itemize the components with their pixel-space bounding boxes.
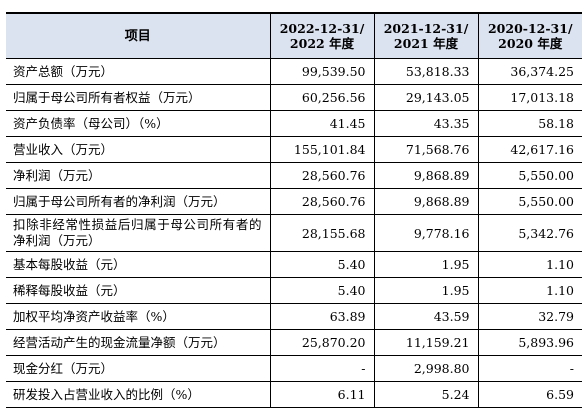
value-2022: 6.11 [269,381,374,408]
value-2020: 5,550.00 [477,188,582,215]
value-2020: 5,550.00 [477,162,582,189]
value-2021: 5.24 [373,381,478,408]
value-2021: 9,778.16 [373,214,478,252]
value-2022: 28,155.68 [269,214,374,252]
row-label: 营业收入（万元） [6,136,270,163]
row-label: 加权平均净资产收益率（%） [6,303,270,330]
value-2021: 29,143.05 [373,84,478,111]
header-year-2021: 2021-12-31/ 2021 年度 [373,13,478,59]
table-row: 资产总额（万元） 99,539.50 53,818.33 36,374.25 [6,58,582,85]
value-2020: 1.10 [477,277,582,304]
value-2022: - [269,355,374,382]
table-row: 稀释每股收益（元） 5.40 1.95 1.10 [6,277,582,304]
value-2021: 71,568.76 [373,136,478,163]
value-2021: 2,998.80 [373,355,478,382]
value-2021: 53,818.33 [373,58,478,85]
header-item: 项目 [6,13,270,59]
table-row: 基本每股收益（元） 5.40 1.95 1.10 [6,251,582,278]
value-2020: 5,893.96 [477,329,582,356]
row-label: 研发投入占营业收入的比例（%） [6,381,270,408]
value-2020: 32.79 [477,303,582,330]
value-2020: 5,342.76 [477,214,582,252]
row-label: 经营活动产生的现金流量净额（万元） [6,329,270,356]
header-date-2020: 2020-12-31/ [487,21,573,36]
value-2021: 43.59 [373,303,478,330]
row-label: 稀释每股收益（元） [6,277,270,304]
value-2020: - [477,355,582,382]
value-2021: 1.95 [373,251,478,278]
value-2021: 11,159.21 [373,329,478,356]
header-year-2022: 2022-12-31/ 2022 年度 [269,13,374,59]
value-2021: 43.35 [373,110,478,137]
row-label: 现金分红（万元） [6,355,270,382]
value-2022: 28,560.76 [269,188,374,215]
financial-data-table: 项目 2022-12-31/ 2022 年度 2021-12-31/ 2021 … [6,12,582,408]
table-row: 归属于母公司所有者的净利润（万元） 28,560.76 9,868.89 5,5… [6,188,582,215]
table-row: 营业收入（万元） 155,101.84 71,568.76 42,617.16 [6,136,582,163]
table-row: 研发投入占营业收入的比例（%） 6.11 5.24 6.59 [6,381,582,408]
header-date-2021: 2021-12-31/ [383,21,469,36]
header-period-2020: 2020 年度 [498,36,563,51]
header-year-2020: 2020-12-31/ 2020 年度 [477,13,582,59]
value-2022: 60,256.56 [269,84,374,111]
value-2021: 1.95 [373,277,478,304]
value-2020: 6.59 [477,381,582,408]
value-2022: 63.89 [269,303,374,330]
row-label: 归属于母公司所有者的净利润（万元） [6,188,270,215]
row-label: 扣除非经常性损益后归属于母公司所有者的净利润（万元） [6,214,270,252]
header-period-2022: 2022 年度 [289,36,355,51]
value-2020: 58.18 [477,110,582,137]
header-row: 项目 2022-12-31/ 2022 年度 2021-12-31/ 2021 … [6,13,582,59]
value-2022: 25,870.20 [269,329,374,356]
row-label: 归属于母公司所有者权益（万元） [6,84,270,111]
value-2022: 28,560.76 [269,162,374,189]
value-2021: 9,868.89 [373,162,478,189]
header-period-2021: 2021 年度 [393,36,459,51]
value-2020: 36,374.25 [477,58,582,85]
value-2022: 99,539.50 [269,58,374,85]
table-row: 资产负债率（母公司）（%） 41.45 43.35 58.18 [6,110,582,137]
value-2020: 1.10 [477,251,582,278]
value-2022: 5.40 [269,277,374,304]
table-row: 经营活动产生的现金流量净额（万元） 25,870.20 11,159.21 5,… [6,329,582,356]
table-row: 扣除非经常性损益后归属于母公司所有者的净利润（万元） 28,155.68 9,7… [6,214,582,252]
row-label: 资产总额（万元） [6,58,270,85]
value-2021: 9,868.89 [373,188,478,215]
table-row: 现金分红（万元） - 2,998.80 - [6,355,582,382]
table-row: 加权平均净资产收益率（%） 63.89 43.59 32.79 [6,303,582,330]
row-label: 净利润（万元） [6,162,270,189]
value-2022: 5.40 [269,251,374,278]
row-label: 基本每股收益（元） [6,251,270,278]
value-2020: 17,013.18 [477,84,582,111]
value-2022: 41.45 [269,110,374,137]
value-2022: 155,101.84 [269,136,374,163]
row-label: 资产负债率（母公司）（%） [6,110,270,137]
table-body: 资产总额（万元） 99,539.50 53,818.33 36,374.25 归… [6,58,582,408]
value-2020: 42,617.16 [477,136,582,163]
header-date-2022: 2022-12-31/ [279,21,365,36]
table-row: 归属于母公司所有者权益（万元） 60,256.56 29,143.05 17,0… [6,84,582,111]
table-row: 净利润（万元） 28,560.76 9,868.89 5,550.00 [6,162,582,189]
table-header: 项目 2022-12-31/ 2022 年度 2021-12-31/ 2021 … [6,13,582,59]
